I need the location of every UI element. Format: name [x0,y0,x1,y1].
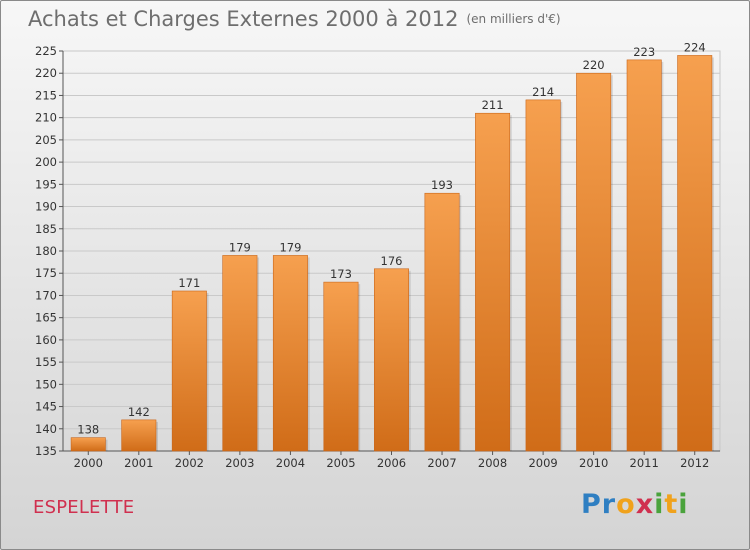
bar [626,59,662,452]
x-tick-label: 2005 [326,456,355,470]
bar [171,290,207,452]
logo-letter: t [664,489,679,520]
y-tick-label: 145 [35,400,57,414]
y-tick-label: 150 [35,377,57,391]
bar [424,192,460,452]
x-tick-label: 2001 [124,456,153,470]
bar [121,419,157,452]
y-tick-label: 165 [35,311,57,325]
chart-title: Achats et Charges Externes 2000 à 2012 (e… [28,7,561,31]
data-label: 179 [229,240,251,254]
x-tick-label: 2010 [579,456,608,470]
data-label: 176 [381,254,403,268]
data-label: 214 [532,85,554,99]
x-tick-label: 2004 [276,456,305,470]
y-tick-label: 220 [35,66,57,80]
x-tick-label: 2012 [680,456,709,470]
logo-letter: r [601,489,617,520]
data-label: 142 [128,405,150,419]
x-tick-label: 2009 [528,456,557,470]
data-label: 173 [330,267,352,281]
y-tick-label: 215 [35,88,57,102]
data-label: 138 [77,423,99,437]
data-label: 211 [482,98,504,112]
y-tick-label: 200 [35,155,57,169]
data-label: 224 [684,40,706,54]
y-tick-label: 225 [35,44,57,58]
y-tick-label: 210 [35,111,57,125]
bar [525,99,561,452]
bar [323,281,359,452]
logo-letter: o [616,489,636,520]
data-label: 171 [178,276,200,290]
y-tick-label: 160 [35,333,57,347]
logo-letter: i [654,489,665,520]
y-tick-label: 180 [35,244,57,258]
y-tick-label: 170 [35,288,57,302]
x-tick-label: 2008 [478,456,507,470]
logo-letter: x [635,489,655,520]
proxiti-logo: Proxiti [581,489,689,520]
x-tick-label: 2000 [74,456,103,470]
data-label: 223 [633,45,655,59]
bar [222,255,258,452]
bar [374,268,409,452]
logo-letter: i [678,489,689,520]
data-label: 193 [431,178,453,192]
data-label: 179 [279,240,301,254]
x-tick-label: 2011 [630,456,659,470]
x-tick-label: 2007 [427,456,456,470]
y-tick-label: 185 [35,222,57,236]
bar [576,72,612,452]
x-tick-label: 2002 [175,456,204,470]
x-tick-label: 2003 [225,456,254,470]
bar [70,437,106,452]
logo-letter: P [581,489,602,520]
y-tick-label: 140 [35,422,57,436]
y-tick-label: 135 [35,444,57,458]
chart-title-text: Achats et Charges Externes 2000 à 2012 [28,7,459,31]
chart-unit: (en milliers d'€) [466,12,561,26]
y-tick-label: 175 [35,266,57,280]
bar [475,112,511,452]
data-label: 220 [583,58,605,72]
y-tick-label: 205 [35,133,57,147]
bar [272,255,308,452]
y-tick-label: 155 [35,355,57,369]
x-tick-label: 2006 [377,456,406,470]
y-tick-label: 190 [35,200,57,214]
y-tick-label: 195 [35,177,57,191]
commune-name: ESPELETTE [33,497,135,518]
bar [677,55,713,452]
